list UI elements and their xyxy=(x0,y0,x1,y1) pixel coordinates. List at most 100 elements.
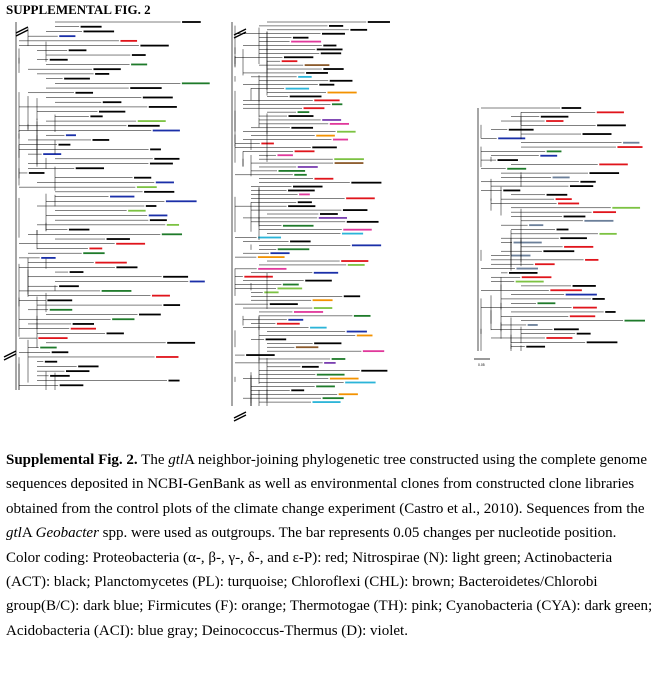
taxon-label xyxy=(261,142,274,145)
taxon-label xyxy=(41,256,56,259)
taxon-label xyxy=(95,72,110,75)
taxon-label xyxy=(257,256,285,259)
taxon-label xyxy=(341,260,369,262)
figure-label: SUPPLEMENTAL FIG. 2 xyxy=(6,2,151,17)
taxon-label xyxy=(569,185,594,188)
taxon-label xyxy=(304,64,330,67)
taxon-label xyxy=(166,223,180,226)
taxon-label xyxy=(513,241,542,244)
taxon-label xyxy=(149,219,167,222)
taxon-label xyxy=(167,341,196,344)
taxon-label xyxy=(112,318,135,321)
taxon-label xyxy=(264,291,279,294)
taxon-label xyxy=(131,63,148,66)
taxon-label xyxy=(244,275,273,278)
taxon-label xyxy=(68,49,87,52)
taxon-label xyxy=(50,374,70,377)
taxon-label xyxy=(163,275,189,278)
taxon-label xyxy=(593,211,617,214)
taxon-label xyxy=(552,176,570,179)
taxon-label xyxy=(540,115,569,118)
taxon-label xyxy=(298,75,312,78)
taxon-label xyxy=(346,220,379,223)
taxon-label xyxy=(106,332,124,335)
branch-break-mark xyxy=(15,26,29,37)
taxon-label xyxy=(303,107,325,110)
taxon-label xyxy=(116,242,146,245)
taxon-label xyxy=(246,354,275,356)
taxon-label xyxy=(605,311,616,313)
taxon-label xyxy=(558,202,580,205)
taxon-label xyxy=(362,350,385,353)
taxon-label xyxy=(297,201,312,204)
taxon-label xyxy=(343,295,361,298)
taxon-label xyxy=(83,30,115,33)
taxon-label xyxy=(561,107,582,109)
taxon-label xyxy=(584,219,614,222)
taxon-label xyxy=(537,302,556,305)
taxon-label xyxy=(515,280,544,283)
taxon-label xyxy=(134,176,152,179)
taxon-label xyxy=(556,228,569,231)
taxon-label xyxy=(58,143,71,146)
taxon-label xyxy=(38,337,68,340)
taxon-label xyxy=(294,150,315,153)
taxon-label xyxy=(306,72,328,74)
taxon-label xyxy=(599,232,617,235)
taxon-label xyxy=(128,209,146,212)
taxon-label xyxy=(316,373,345,376)
taxon-label xyxy=(324,361,336,364)
taxon-label xyxy=(367,21,390,23)
taxon-label xyxy=(47,299,73,302)
taxon-label xyxy=(312,401,341,403)
taxon-label xyxy=(582,133,612,135)
taxon-label xyxy=(310,326,327,329)
taxon-label xyxy=(527,324,538,326)
taxon-label xyxy=(155,181,174,184)
taxon-label xyxy=(592,298,605,300)
taxon-label xyxy=(70,327,96,330)
taxon-label xyxy=(319,213,338,215)
taxon-label xyxy=(265,338,287,341)
taxon-label xyxy=(301,365,319,368)
taxon-label xyxy=(75,167,105,170)
taxon-label xyxy=(28,172,45,174)
taxon-label xyxy=(338,393,358,396)
taxon-label xyxy=(282,283,299,286)
scale-bar-label: 0.05 xyxy=(478,363,485,367)
taxon-label xyxy=(148,106,177,108)
taxon-label xyxy=(318,217,347,219)
taxon-label xyxy=(145,205,157,207)
taxon-label xyxy=(189,280,205,283)
taxon-label xyxy=(332,138,349,141)
taxon-label xyxy=(350,28,368,31)
taxon-label xyxy=(293,311,324,313)
taxon-label xyxy=(313,271,339,274)
taxon-label xyxy=(316,48,343,51)
taxon-label xyxy=(282,224,314,227)
taxon-label xyxy=(106,238,130,240)
taxon-label xyxy=(329,377,359,380)
taxon-label xyxy=(322,119,342,121)
taxon-label xyxy=(288,318,304,321)
taxon-label xyxy=(90,115,103,118)
taxon-label xyxy=(313,307,333,309)
branch-break-mark xyxy=(3,350,17,361)
taxon-label xyxy=(156,356,179,358)
taxon-label xyxy=(343,228,372,231)
taxon-label xyxy=(59,384,84,387)
taxon-label xyxy=(555,198,572,201)
taxon-label xyxy=(334,158,364,161)
taxon-label xyxy=(351,181,382,184)
taxon-label xyxy=(120,39,138,42)
taxon-label xyxy=(292,36,309,39)
taxon-label xyxy=(295,346,319,349)
taxon-label xyxy=(277,287,303,290)
taxon-label xyxy=(540,154,558,157)
taxon-label xyxy=(507,167,527,170)
taxon-label xyxy=(93,68,121,71)
taxon-label xyxy=(546,120,564,122)
taxon-label xyxy=(585,258,599,261)
taxon-label xyxy=(624,319,646,322)
taxon-label xyxy=(95,261,127,264)
